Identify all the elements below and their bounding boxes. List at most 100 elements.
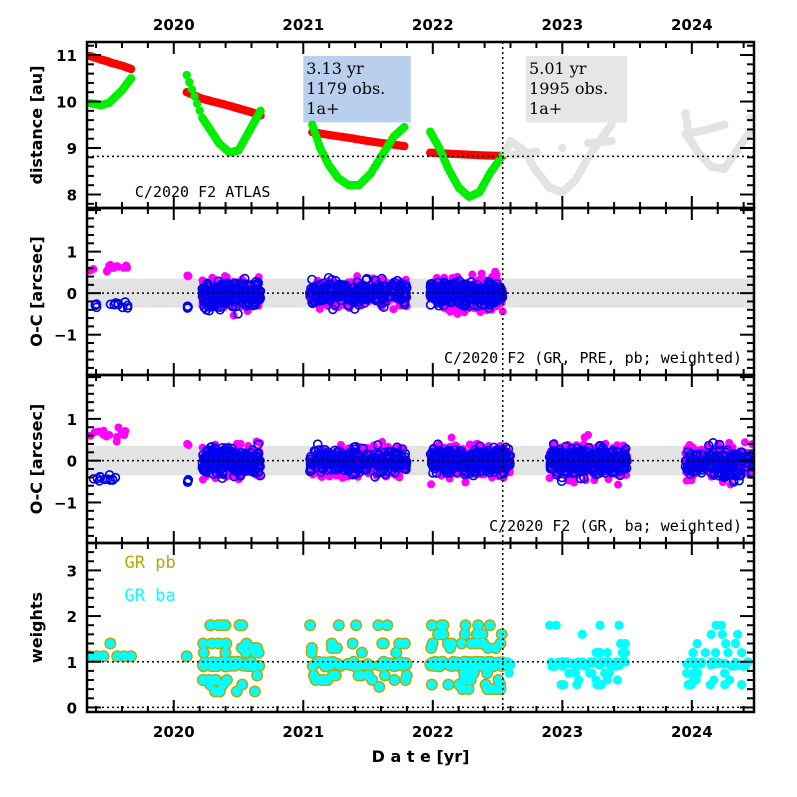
- data-point: [461, 478, 470, 487]
- x-tick-label-top: 2021: [282, 16, 324, 34]
- data-point: [112, 437, 121, 446]
- data-point: [322, 465, 332, 475]
- data-point: [584, 431, 593, 440]
- data-point: [487, 287, 497, 297]
- data-point: [495, 284, 506, 294]
- y-tick-label: 10: [56, 94, 77, 112]
- data-point: [447, 433, 456, 442]
- data-point: [378, 437, 387, 446]
- data-point: [375, 467, 386, 478]
- data-point: [577, 458, 588, 469]
- annotation-text: 1995 obs.: [529, 79, 608, 98]
- data-point: [365, 454, 376, 464]
- data-point: [708, 438, 718, 448]
- data-point: [218, 466, 228, 477]
- data-point: [428, 458, 439, 469]
- data-point: [241, 301, 252, 311]
- data-point: [91, 302, 102, 313]
- data-point: [91, 299, 102, 309]
- y-tick-label: 9: [67, 140, 77, 158]
- data-point: [183, 439, 192, 448]
- data-point: [703, 447, 714, 458]
- data-point: [243, 280, 253, 291]
- data-point: [729, 449, 739, 459]
- data-point: [190, 92, 199, 101]
- data-point: [99, 430, 108, 439]
- data-point: [345, 290, 356, 301]
- annotation-text: 5.01 yr: [529, 59, 587, 78]
- data-point: [401, 460, 411, 471]
- y-tick-label: 8: [67, 187, 77, 205]
- data-point: [183, 272, 192, 281]
- data-point: [498, 307, 507, 316]
- data-point: [548, 439, 559, 449]
- data-point: [433, 287, 444, 297]
- y-tick-label: 0: [67, 453, 77, 471]
- data-point: [459, 469, 470, 480]
- y-axis-title: O-C [arcsec]: [27, 404, 46, 515]
- data-point: [718, 462, 729, 473]
- data-point: [253, 467, 264, 477]
- data-point: [746, 449, 754, 459]
- data-point: [353, 458, 363, 468]
- data-point: [223, 294, 234, 305]
- data-point: [246, 453, 257, 463]
- data-point: [233, 309, 243, 319]
- series-geocentric-distance: [87, 70, 507, 202]
- data-point: [305, 288, 315, 298]
- data-point: [198, 453, 209, 463]
- x-tick-label-top: 2023: [541, 16, 583, 34]
- data-point: [350, 441, 361, 452]
- data-point: [307, 274, 317, 285]
- data-point: [183, 474, 194, 485]
- data-point: [552, 469, 562, 480]
- data-point: [202, 278, 212, 289]
- annotation-text: 1a+: [529, 99, 562, 118]
- data-point: [428, 444, 439, 454]
- data-point: [695, 461, 705, 472]
- data-point: [372, 440, 383, 450]
- data-point: [714, 439, 725, 450]
- data-point: [106, 263, 115, 272]
- data-point: [246, 292, 257, 302]
- y-tick-label: 11: [56, 47, 77, 65]
- data-point: [250, 300, 261, 310]
- data-point: [500, 450, 510, 461]
- annotation-box: [303, 55, 411, 123]
- data-point: [491, 296, 501, 307]
- y-axis-title: distance [au]: [27, 65, 46, 184]
- data-point: [195, 106, 204, 115]
- data-point: [372, 285, 383, 295]
- data-point: [735, 459, 745, 470]
- data-point: [306, 286, 317, 297]
- data-point: [114, 262, 123, 271]
- data-point: [331, 289, 341, 300]
- data-point: [201, 450, 212, 461]
- data-point: [241, 463, 252, 473]
- data-point: [556, 476, 567, 487]
- data-point: [577, 465, 587, 476]
- data-point: [739, 458, 750, 468]
- data-point: [373, 279, 384, 290]
- data-point: [123, 263, 132, 272]
- data-point: [217, 473, 228, 484]
- data-point: [253, 278, 263, 289]
- data-point: [192, 99, 202, 108]
- data-point: [236, 451, 247, 461]
- data-point: [464, 456, 474, 467]
- data-point: [320, 454, 331, 464]
- data-point: [220, 452, 231, 462]
- data-point: [107, 474, 118, 485]
- x-tick-label-top: 2024: [671, 16, 713, 34]
- data-point: [333, 285, 344, 295]
- data-point: [395, 292, 405, 302]
- data-point: [343, 453, 354, 464]
- y-tick-label: −1: [54, 494, 77, 512]
- data-point: [211, 468, 222, 478]
- data-point: [607, 120, 616, 129]
- data-point: [702, 453, 713, 464]
- data-point: [212, 294, 223, 305]
